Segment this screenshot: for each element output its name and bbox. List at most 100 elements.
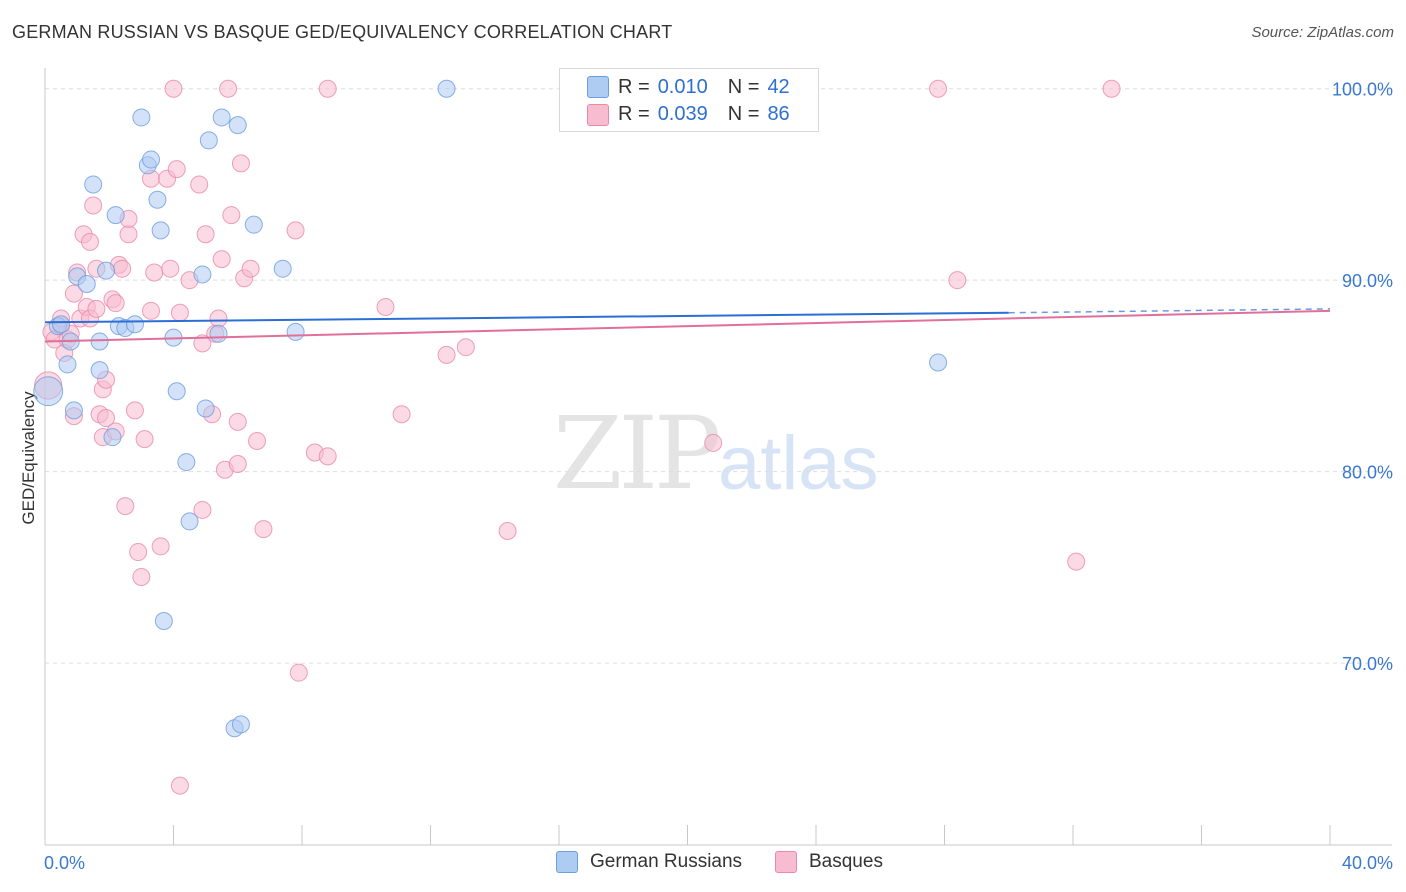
basque-point: [193, 334, 212, 353]
basque-point: [289, 663, 308, 682]
basque-point: [318, 447, 337, 466]
y-tick-label: 100.0%: [1332, 80, 1393, 100]
basque-point: [125, 401, 144, 420]
basque-point: [254, 520, 273, 539]
series-legend-label: German Russians: [590, 851, 743, 872]
german-russian-point: [151, 221, 170, 240]
basque-point: [97, 409, 116, 428]
german-russian-point: [142, 150, 161, 169]
basque-point: [170, 303, 189, 322]
basque-point: [222, 206, 241, 225]
legend-r-value: 0.010: [657, 75, 708, 98]
basque-point: [190, 175, 209, 194]
german-russian-point: [90, 332, 109, 351]
series-legend-basques: Basques: [775, 851, 883, 873]
german-russian-point: [437, 79, 456, 98]
german-russian-point: [154, 611, 173, 630]
basque-point: [437, 345, 456, 364]
german-russian-point: [231, 715, 250, 734]
legend-swatch-german-russians: [587, 76, 609, 98]
basque-point: [228, 454, 247, 473]
y-axis-label: GED/Equivalency: [19, 391, 38, 525]
basque-point: [704, 433, 723, 452]
series-legend-german-russians: German Russians: [556, 851, 742, 873]
basque-point: [119, 225, 138, 244]
source-label: Source: ZipAtlas.com: [1251, 24, 1394, 41]
german-russian-point: [180, 512, 199, 531]
german-russian-point: [196, 399, 215, 418]
german-russian-point: [167, 382, 186, 401]
german-russian-point: [132, 108, 151, 127]
basque-point: [196, 225, 215, 244]
german-russian-point: [103, 428, 122, 447]
german-russian-point: [286, 322, 305, 341]
basque-point: [456, 338, 475, 357]
basque-point: [231, 154, 250, 173]
series-legend-label: Basques: [809, 851, 883, 872]
basque-point: [392, 405, 411, 424]
basque-point: [106, 294, 125, 313]
german-russian-point: [97, 261, 116, 280]
german-russian-point: [125, 315, 144, 334]
basque-point: [1067, 552, 1086, 571]
series-swatch-blue: [556, 851, 578, 873]
x-tick-label: 40.0%: [1342, 853, 1393, 873]
basque-point: [1102, 79, 1121, 98]
german-russian-point: [199, 131, 218, 150]
y-tick-label: 80.0%: [1342, 463, 1393, 483]
legend-n-label: N =: [727, 75, 760, 98]
legend-r-label: R =: [618, 102, 650, 125]
basque-point: [129, 543, 148, 562]
basque-point: [84, 196, 103, 215]
basque-point: [87, 299, 106, 318]
german-russian-trendline: [44, 311, 1009, 324]
basque-point: [929, 79, 948, 98]
german-russian-point: [228, 116, 247, 135]
basque-point: [241, 259, 260, 278]
basque-point: [151, 537, 170, 556]
basque-point: [286, 221, 305, 240]
y-tick-label: 70.0%: [1342, 654, 1393, 674]
basque-point: [142, 301, 161, 320]
basque-point: [170, 776, 189, 795]
legend-r-label: R =: [618, 75, 650, 98]
basque-point: [228, 412, 247, 431]
basque-point: [113, 259, 132, 278]
legend-n-value: 42: [767, 75, 790, 98]
basque-point: [212, 250, 231, 269]
legend-row-german-russians: R = 0.010 N = 42: [618, 75, 790, 99]
stats-legend: R = 0.010 N = 42 R = 0.039 N = 86: [559, 68, 819, 132]
basque-point: [64, 284, 83, 303]
basque-point: [498, 522, 517, 540]
german-russian-point: [273, 259, 292, 278]
basque-point: [80, 232, 99, 251]
basque-point: [193, 500, 212, 519]
chart-title: GERMAN RUSSIAN VS BASQUE GED/EQUIVALENCY…: [12, 22, 673, 42]
basque-point: [167, 160, 186, 179]
basque-point: [164, 79, 183, 98]
legend-swatch-basques: [587, 104, 609, 126]
german-russian-point: [33, 376, 64, 407]
watermark-atlas: atlas: [718, 421, 879, 506]
y-tick-label: 90.0%: [1342, 271, 1393, 291]
legend-n-value: 86: [767, 102, 790, 125]
german-russian-point: [77, 275, 96, 294]
basque-point: [376, 297, 395, 316]
german-russian-point: [148, 190, 167, 209]
legend-n-label: N =: [727, 102, 760, 125]
german-russian-point: [52, 315, 71, 334]
series-swatch-pink: [775, 851, 797, 873]
german-russian-point: [209, 324, 228, 343]
basque-point: [116, 497, 135, 516]
german-russian-point: [177, 453, 196, 472]
basque-trendline: [44, 309, 1331, 343]
german-russian-trendline-extension: [1008, 308, 1331, 314]
basque-point: [145, 263, 164, 282]
basque-point: [209, 309, 228, 328]
basque-point: [948, 271, 967, 290]
watermark-zip: ZIP: [553, 395, 721, 512]
german-russian-point: [90, 361, 109, 380]
basque-point: [318, 79, 337, 98]
legend-r-value: 0.039: [657, 102, 708, 125]
